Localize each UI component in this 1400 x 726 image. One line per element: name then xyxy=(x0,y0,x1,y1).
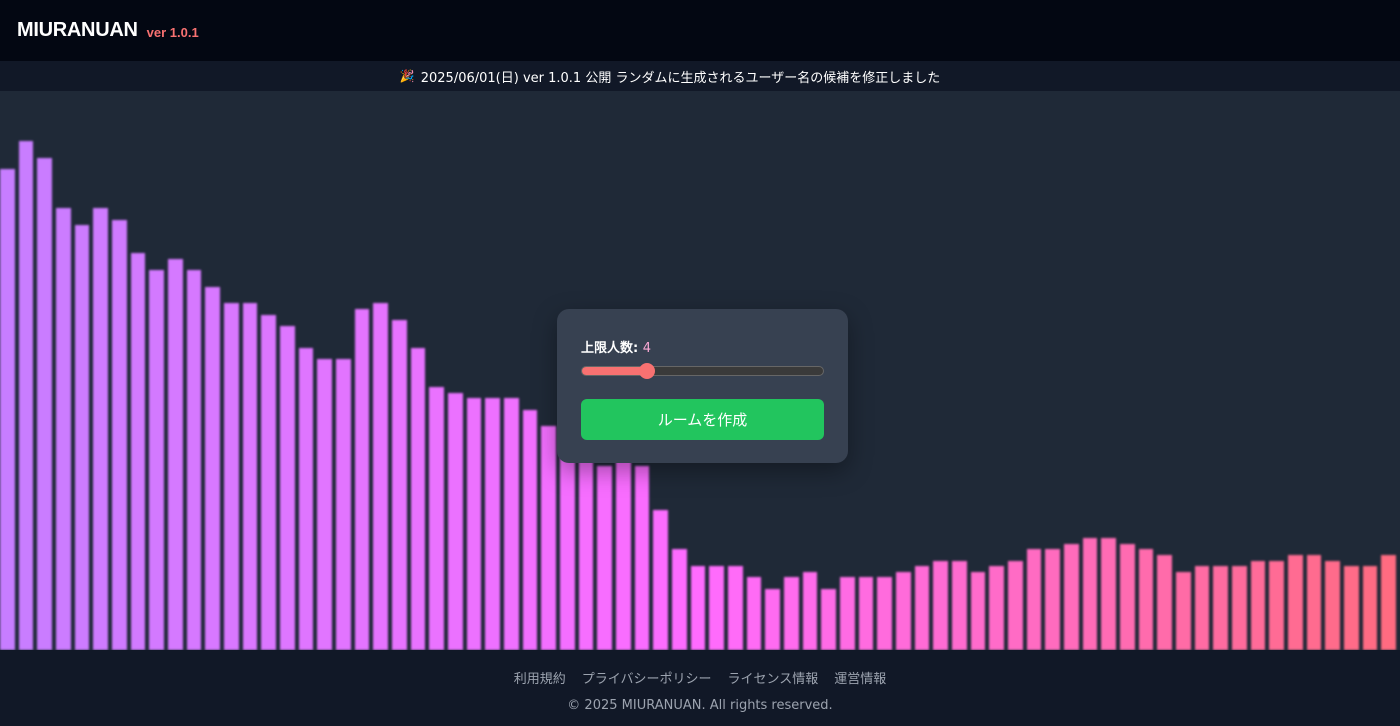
visualizer-bar xyxy=(1157,554,1172,650)
visualizer-bar xyxy=(448,392,463,650)
create-room-button[interactable]: ルームを作成 xyxy=(581,399,824,440)
visualizer-bar xyxy=(112,219,127,650)
visualizer-bar xyxy=(1194,566,1210,650)
limit-label-text: 上限人数: xyxy=(581,341,639,356)
visualizer-bar xyxy=(280,325,295,650)
visualizer-bar xyxy=(765,588,780,650)
visualizer-bar xyxy=(970,571,986,650)
visualizer-bar xyxy=(784,577,799,650)
visualizer-bar xyxy=(1082,538,1098,650)
visualizer-bar xyxy=(18,141,34,650)
visualizer-bar xyxy=(560,443,575,650)
visualizer-bar xyxy=(354,309,370,650)
visualizer-bar xyxy=(690,566,706,650)
visualizer-bar xyxy=(186,269,202,650)
visualizer-bar xyxy=(74,225,90,650)
announcement-bar: 🎉 2025/06/01(日) ver 1.0.1 公開 ランダムに生成されるユ… xyxy=(0,61,1400,91)
visualizer-bar xyxy=(1250,560,1266,650)
visualizer-bar xyxy=(541,426,556,650)
copyright: © 2025 MIURANUAN. All rights reserved. xyxy=(567,698,833,713)
visualizer-bar xyxy=(933,560,948,650)
visualizer-bar xyxy=(410,348,426,650)
visualizer-bar xyxy=(597,465,612,650)
visualizer-bar xyxy=(1325,560,1340,650)
visualizer-bar xyxy=(1176,571,1191,650)
party-popper-icon: 🎉 xyxy=(399,69,415,83)
visualizer-bar xyxy=(1064,543,1079,650)
visualizer-bar xyxy=(168,258,183,650)
visualizer-bar xyxy=(1288,554,1303,650)
visualizer-bar xyxy=(1269,560,1284,650)
visualizer-bar xyxy=(466,398,482,650)
visualizer-bar xyxy=(914,566,930,650)
visualizer-bar xyxy=(37,158,52,650)
visualizer-bar xyxy=(1045,549,1060,650)
visualizer-bar xyxy=(1120,543,1135,650)
announcement-text: 2025/06/01(日) ver 1.0.1 公開 ランダムに生成されるユーザ… xyxy=(420,70,941,86)
visualizer-bar xyxy=(821,588,836,650)
visualizer-bar xyxy=(858,577,874,650)
visualizer-bar xyxy=(746,577,762,650)
footer-link-license[interactable]: ライセンス情報 xyxy=(727,672,819,687)
visualizer-bar xyxy=(1232,566,1247,650)
slider-thumb[interactable] xyxy=(639,363,656,379)
footer-link-privacy[interactable]: プライバシーポリシー xyxy=(581,672,712,687)
visualizer-bar xyxy=(728,566,743,650)
visualizer-bar xyxy=(653,510,668,650)
visualizer-bar xyxy=(1306,554,1322,650)
visualizer-bar xyxy=(522,409,538,650)
visualizer-bar xyxy=(877,577,892,650)
visualizer-bar xyxy=(896,571,911,650)
visualizer-bar xyxy=(149,269,164,650)
visualizer-bar xyxy=(485,398,500,650)
footer-link-operator[interactable]: 運営情報 xyxy=(834,672,887,687)
visualizer-bar xyxy=(578,459,594,650)
visualizer-bar xyxy=(709,566,724,650)
visualizer-bar xyxy=(317,359,332,650)
visualizer-bar xyxy=(205,286,220,650)
visualizer-bar xyxy=(1101,538,1116,650)
visualizer-bar xyxy=(840,577,855,650)
visualizer-bar xyxy=(261,314,276,650)
version-label: ver 1.0.1 xyxy=(146,24,199,40)
header: MIURANUAN ver 1.0.1 xyxy=(0,0,1400,61)
visualizer-bar xyxy=(56,208,71,650)
visualizer-bar xyxy=(224,303,239,650)
visualizer-bar xyxy=(1026,549,1042,650)
visualizer-bar xyxy=(392,320,407,650)
visualizer-bar xyxy=(952,560,967,650)
footer: 利用規約 プライバシーポリシー ライセンス情報 運営情報 © 2025 MIUR… xyxy=(0,650,1400,726)
visualizer-bar xyxy=(242,303,258,650)
visualizer-bar xyxy=(504,398,519,650)
visualizer-bar xyxy=(1008,560,1023,650)
audio-visualizer xyxy=(0,91,1400,650)
visualizer-bar xyxy=(336,359,351,650)
visualizer-bar xyxy=(0,169,15,650)
limit-value: 4 xyxy=(642,341,652,356)
visualizer-bar xyxy=(130,253,146,650)
visualizer-bar xyxy=(616,459,631,650)
limit-label: 上限人数: 4 xyxy=(581,337,824,356)
limit-slider[interactable] xyxy=(581,363,824,379)
visualizer-bar xyxy=(672,549,687,650)
visualizer-bar xyxy=(1213,566,1228,650)
app-logo[interactable]: MIURANUAN xyxy=(17,19,138,41)
visualizer-bar xyxy=(1344,566,1359,650)
create-room-card: 上限人数: 4 ルームを作成 xyxy=(557,309,848,463)
visualizer-bar xyxy=(802,571,818,650)
visualizer-bar xyxy=(989,566,1004,650)
footer-link-terms[interactable]: 利用規約 xyxy=(513,672,566,687)
visualizer-bar xyxy=(1362,566,1378,650)
visualizer-bar xyxy=(93,208,108,650)
visualizer-bar xyxy=(429,387,444,650)
main-area: 上限人数: 4 ルームを作成 xyxy=(0,91,1400,650)
slider-fill xyxy=(582,367,648,375)
visualizer-bar xyxy=(634,465,650,650)
visualizer-bar xyxy=(298,348,314,650)
visualizer-bar xyxy=(373,303,388,650)
visualizer-bar xyxy=(1381,554,1396,650)
visualizer-bar xyxy=(1138,549,1154,650)
